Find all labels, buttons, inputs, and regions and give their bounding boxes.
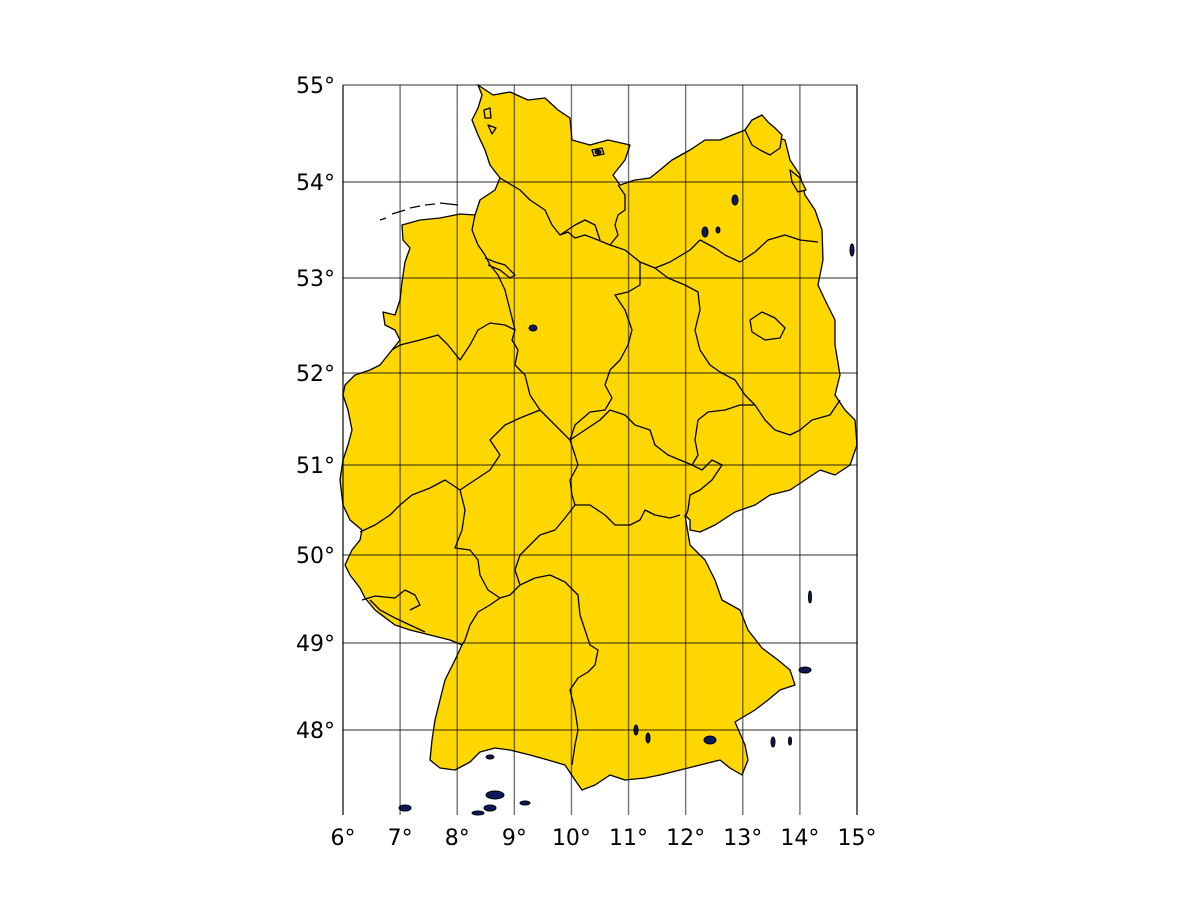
- lake: [703, 735, 717, 745]
- longitude-tick-label: 13°: [723, 826, 762, 851]
- latitude-tick-label: 49°: [296, 632, 335, 657]
- lake: [519, 800, 531, 806]
- longitude-tick-labels: 6° 7° 8° 9° 10° 11° 12° 13° 14° 15°: [331, 826, 877, 851]
- latitude-tick-label: 54°: [296, 171, 335, 196]
- longitude-tick-label: 12°: [666, 826, 705, 851]
- lake: [471, 810, 485, 816]
- longitude-tick-label: 15°: [838, 826, 877, 851]
- lake: [798, 666, 812, 674]
- longitude-tick-label: 10°: [552, 826, 591, 851]
- graticule: [342, 84, 858, 815]
- lake: [528, 324, 538, 332]
- lake: [715, 226, 721, 234]
- lake: [731, 194, 739, 206]
- lake: [485, 754, 495, 760]
- ruegen-island: [744, 114, 783, 156]
- latitude-tick-label: 51°: [296, 454, 335, 479]
- lake: [849, 243, 855, 257]
- longitude-tick-label: 8°: [445, 826, 470, 851]
- latitude-tick-label: 55°: [296, 74, 335, 99]
- usedom-island: [789, 169, 807, 193]
- lake: [398, 804, 412, 812]
- frisian-island: [483, 107, 492, 119]
- germany-landmass: [339, 84, 858, 791]
- longitude-tick-label: 9°: [502, 826, 527, 851]
- lake: [645, 732, 651, 744]
- lake: [770, 736, 776, 748]
- latitude-tick-label: 50°: [296, 544, 335, 569]
- lake: [808, 590, 812, 604]
- lake: [485, 790, 505, 800]
- latitude-tick-labels: 48° 49° 50° 51° 52° 53° 54° 55°: [296, 74, 335, 744]
- state-borders: [359, 177, 841, 766]
- lake: [788, 736, 792, 746]
- lake: [594, 149, 602, 155]
- longitude-tick-label: 14°: [780, 826, 819, 851]
- east-frisian-islands: [379, 202, 459, 221]
- longitude-tick-label: 7°: [388, 826, 413, 851]
- lake: [483, 804, 497, 812]
- longitude-tick-label: 6°: [331, 826, 356, 851]
- latitude-tick-label: 53°: [296, 267, 335, 292]
- latitude-tick-label: 52°: [296, 362, 335, 387]
- lake: [701, 226, 709, 238]
- frisian-island: [487, 124, 497, 135]
- latitude-tick-label: 48°: [296, 719, 335, 744]
- longitude-tick-label: 11°: [609, 826, 648, 851]
